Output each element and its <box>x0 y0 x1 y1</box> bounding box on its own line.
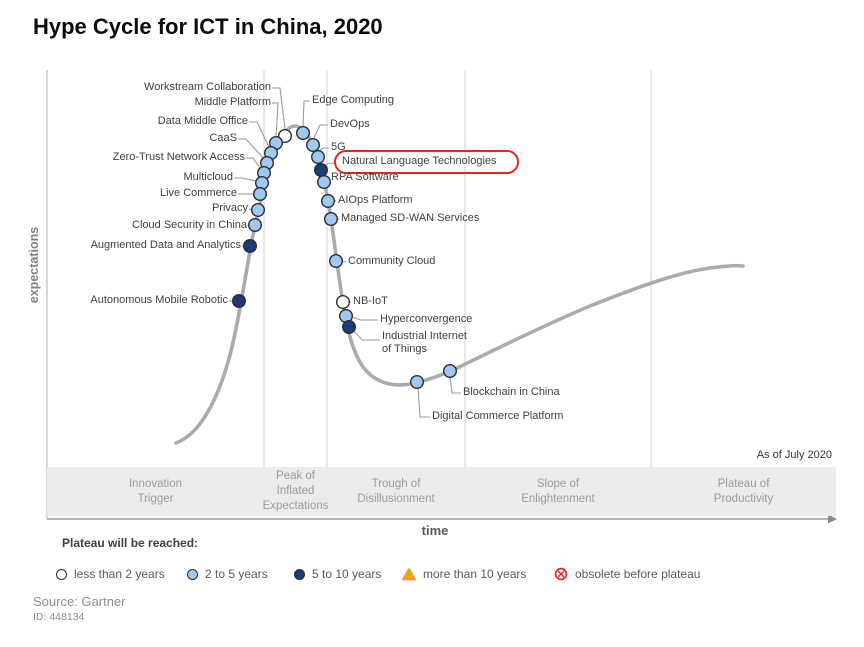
community-cloud-dot <box>329 253 344 268</box>
digital-commerce-platform-leader-line <box>417 387 430 418</box>
legend-item-obsolete-before-plateau: obsolete before plateau <box>554 566 700 582</box>
industrial-internet-of-things-dot <box>342 320 357 335</box>
legend-label: 2 to 5 years <box>205 567 268 581</box>
data-middle-office-label: Data Middle Office <box>157 115 248 127</box>
5g-dot <box>311 149 326 164</box>
time-axis-arrow-icon <box>828 514 837 524</box>
as-of-date: As of July 2020 <box>756 449 832 461</box>
legend-label: more than 10 years <box>423 567 527 581</box>
source-id: ID: 448134 <box>33 611 85 623</box>
rpa-software-label: RPA Software <box>331 171 399 183</box>
gridlines <box>263 70 652 467</box>
nb-iot-dot <box>336 295 351 310</box>
5g-label: 5G <box>331 141 346 153</box>
y-axis-label: expectations <box>27 226 41 304</box>
caas-leader-line <box>238 138 264 159</box>
natural-language-technologies-label: Natural Language Technologies <box>342 155 497 167</box>
devops-label: DevOps <box>330 118 370 130</box>
aiops-platform-dot <box>321 193 336 208</box>
digital-commerce-platform-dot <box>410 375 425 390</box>
legend-item-less-than-2-years: less than 2 years <box>56 566 165 582</box>
caas-label: CaaS <box>209 132 237 144</box>
multicloud-leader-line <box>234 177 257 182</box>
data-points <box>231 125 458 390</box>
blockchain-in-china-leader-line <box>449 376 461 394</box>
legend-label: less than 2 years <box>74 567 165 581</box>
legend-item-more-than-10-years: more than 10 years <box>402 566 526 582</box>
legend-label: 5 to 10 years <box>312 567 382 581</box>
augmented-data-and-analytics-dot <box>242 238 257 253</box>
autonomous-mobile-robotic-dot <box>231 294 246 309</box>
triangle-marker-icon <box>402 568 416 580</box>
x-axis-label: time <box>421 523 449 538</box>
legend-item-5-to-10-years: 5 to 10 years <box>294 566 381 582</box>
multicloud-label: Multicloud <box>183 171 233 183</box>
privacy-label: Privacy <box>211 202 248 214</box>
live-commerce-dot <box>252 186 267 201</box>
phase-innovation-trigger: Innovation Trigger <box>128 477 183 505</box>
rpa-software-dot <box>317 174 332 189</box>
cloud-security-in-china-dot <box>247 217 262 232</box>
data-middle-office-leader-line <box>249 121 270 148</box>
managed-sd-wan-services-dot <box>324 211 339 226</box>
edge-computing-leader-line <box>302 100 310 127</box>
nb-iot-label: NB-IoT <box>353 295 388 307</box>
phase-slope-of-enlightenment: Slope of Enlightenment <box>521 477 595 505</box>
augmented-data-and-analytics-label: Augmented Data and Analytics <box>90 239 241 251</box>
dark-marker-icon <box>294 568 305 580</box>
workstream-collaboration-label: Workstream Collaboration <box>144 81 271 93</box>
cloud-security-in-china-label: Cloud Security in China <box>132 219 247 231</box>
edge-computing-dot <box>296 125 311 140</box>
workstream-collaboration-dot <box>278 128 293 143</box>
industrial-internet-of-things-leader-line <box>352 329 380 341</box>
zero-trust-network-access-leader-line <box>246 157 261 169</box>
hyperconvergence-label: Hyperconvergence <box>380 313 473 325</box>
privacy-leader-line <box>248 208 252 211</box>
natural-language-technologies-dot <box>314 162 329 177</box>
light-marker-icon <box>187 568 198 580</box>
open-marker-icon <box>56 568 67 580</box>
aiops-platform-label: AIOps Platform <box>338 194 413 206</box>
managed-sd-wan-services-label: Managed SD-WAN Services <box>341 212 480 224</box>
live-commerce-label: Live Commerce <box>159 187 237 199</box>
workstream-collaboration-leader-line <box>272 87 286 130</box>
leader-lines <box>229 87 461 418</box>
phase-trough-of-disillusionment: Trough of Disillusionment <box>357 477 435 505</box>
page-title: Hype Cycle for ICT in China, 2020 <box>33 14 383 39</box>
phase-plateau-of-productivity: Plateau of Productivity <box>713 477 774 505</box>
autonomous-mobile-robotic-label: Autonomous Mobile Robotic <box>90 294 228 306</box>
phase-peak-of-inflated-expectations: Peak of Inflated Expectations <box>262 470 329 512</box>
source-text: Source: Gartner <box>33 594 126 609</box>
zero-trust-network-access-label: Zero-Trust Network Access <box>112 151 245 163</box>
industrial-internet-of-things-label: Industrial Internet of Things <box>382 330 467 355</box>
blockchain-in-china-dot <box>443 364 458 379</box>
edge-computing-label: Edge Computing <box>312 94 394 106</box>
devops-dot <box>306 137 321 152</box>
digital-commerce-platform-label: Digital Commerce Platform <box>432 410 564 422</box>
middle-platform-label: Middle Platform <box>194 96 271 108</box>
blockchain-in-china-label: Blockchain in China <box>463 386 560 398</box>
legend: less than 2 years 2 to 5 years 5 to 10 yea… <box>0 566 864 582</box>
obsolete-marker-icon <box>554 567 568 581</box>
phase-band <box>47 467 836 516</box>
highlight-ovals <box>334 150 519 174</box>
legend-title: Plateau will be reached: <box>62 536 199 550</box>
devops-leader-line <box>313 124 328 139</box>
privacy-dot <box>250 202 265 217</box>
hyperconvergence-leader-line <box>351 316 378 321</box>
legend-label: obsolete before plateau <box>575 567 701 581</box>
community-cloud-label: Community Cloud <box>348 255 436 267</box>
5g-leader-line <box>318 147 329 152</box>
natural-language-technologies-highlight-oval <box>334 150 519 174</box>
legend-item-2-to-5-years: 2 to 5 years <box>187 566 268 582</box>
middle-platform-leader-line <box>272 102 279 137</box>
